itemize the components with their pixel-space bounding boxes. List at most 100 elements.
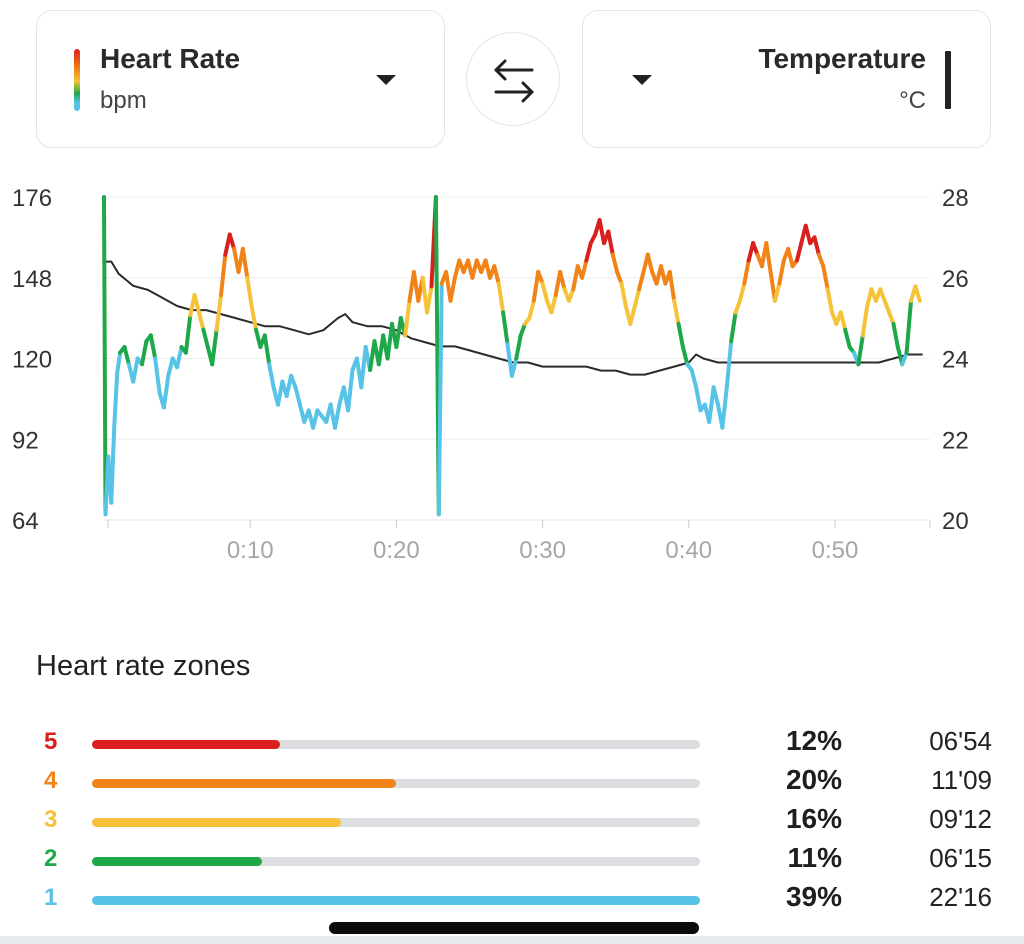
heart-rate-segment xyxy=(882,298,892,315)
heart-rate-segment xyxy=(597,218,606,246)
zone-row-5: 5 12% 06'54 xyxy=(0,725,1024,762)
zone-bar-track xyxy=(92,896,700,905)
heart-rate-segment xyxy=(501,310,510,347)
zone-bar-fill xyxy=(92,779,396,788)
chevron-down-icon[interactable] xyxy=(376,75,396,85)
heart-rate-segment xyxy=(311,408,320,430)
heart-rate-segment xyxy=(509,356,519,378)
swap-arrows-icon xyxy=(494,59,534,103)
swap-metrics-button[interactable] xyxy=(466,32,560,126)
heart-rate-segment xyxy=(112,370,120,430)
heart-rate-segment xyxy=(672,298,681,326)
heart-rate-segment xyxy=(540,281,549,303)
heart-rate-segment xyxy=(333,402,342,430)
heart-rate-segment xyxy=(558,270,567,292)
zone-percent: 39% xyxy=(785,881,842,912)
y-left-tick-label: 64 xyxy=(12,508,39,535)
bottom-bar xyxy=(0,936,1024,944)
home-indicator[interactable] xyxy=(329,922,699,934)
zone-duration: 09'12 xyxy=(929,804,992,834)
zone-row-4: 4 20% 11'09 xyxy=(0,764,1024,801)
heart-rate-segment xyxy=(566,287,576,303)
zone-bar-fill xyxy=(92,740,281,749)
heart-rate-segment xyxy=(293,385,302,407)
zone-percent: 11% xyxy=(787,842,843,873)
heart-rate-segment xyxy=(249,304,258,332)
heart-rate-segment xyxy=(536,270,545,286)
heart-rate-segment xyxy=(816,252,826,269)
heart-rate-temperature-chart[interactable]: 176 28 148 26 120 24 92 22 64 20 0:10 0:20 0:30 0:40 0… xyxy=(0,170,1024,570)
y-left-tick-label: 92 xyxy=(12,427,39,454)
heart-rate-segment xyxy=(606,229,615,257)
heart-rate-segment xyxy=(346,368,355,413)
x-tick-label: 0:50 xyxy=(812,537,859,564)
heart-rate-segment xyxy=(878,287,887,303)
zone-number: 1 xyxy=(44,884,58,911)
heart-rate-segment xyxy=(632,287,642,309)
zone-bar-fill xyxy=(92,896,700,905)
secondary-metric-unit: °C xyxy=(899,87,926,114)
y-right-tick-label: 28 xyxy=(942,185,969,212)
primary-metric-unit: bpm xyxy=(100,87,147,114)
heart-rate-segment xyxy=(514,333,523,361)
heart-rate-segment xyxy=(262,333,272,367)
secondary-metric-selector[interactable]: Temperature °C xyxy=(582,10,991,148)
heart-rate-segment xyxy=(245,275,254,309)
zone-duration: 11'09 xyxy=(931,765,992,795)
heart-rate-segment xyxy=(192,293,201,315)
heart-rate-segment xyxy=(197,310,206,332)
heart-rate-segment xyxy=(694,385,703,413)
heart-rate-segment xyxy=(153,356,162,396)
heart-rate-segment xyxy=(115,350,123,375)
heart-rate-segment xyxy=(102,195,108,517)
heart-rate-segment xyxy=(425,284,434,315)
heart-rate-segment xyxy=(637,270,646,292)
x-tick-label: 0:10 xyxy=(227,537,274,564)
y-left-tick-label: 176 xyxy=(12,185,52,212)
heart-rate-segment xyxy=(210,327,219,367)
zone-number: 4 xyxy=(44,767,58,794)
heart-rate-segment xyxy=(729,310,738,344)
zone-duration: 06'15 xyxy=(929,843,992,873)
heart-rate-segment xyxy=(518,321,527,338)
y-right-tick-label: 24 xyxy=(942,347,969,374)
heart-rate-segment xyxy=(610,252,620,274)
heart-rate-segment xyxy=(751,241,760,257)
y-right-tick-label: 20 xyxy=(942,508,969,535)
primary-metric-title: Heart Rate xyxy=(100,43,241,74)
x-tick-label: 0:20 xyxy=(373,537,420,564)
heart-rate-segment xyxy=(645,252,655,274)
heart-rate-segment xyxy=(795,241,804,263)
heart-rate-segment xyxy=(122,345,131,367)
heart-rate-segment xyxy=(838,310,848,332)
y-right-tick-label: 22 xyxy=(942,427,969,454)
heart-rate-segment xyxy=(812,235,821,257)
heart-rate-zone-color-strip xyxy=(74,49,80,111)
heart-rate-zones-title: Heart rate zones xyxy=(36,650,251,682)
heart-rate-segment xyxy=(615,270,624,286)
primary-metric-selector[interactable]: Heart Rate bpm xyxy=(36,10,445,148)
zone-bar-fill xyxy=(92,818,342,827)
zone-duration: 22'16 xyxy=(929,882,992,912)
chevron-down-icon[interactable] xyxy=(632,75,652,85)
zone-number: 3 xyxy=(44,806,58,833)
chart-axis-labels: 176 28 148 26 120 24 92 22 64 20 0:10 0:20 0:30 0:40 0… xyxy=(12,185,969,564)
heart-rate-segment xyxy=(737,281,747,303)
heart-rate-segment xyxy=(904,298,913,355)
zone-row-2: 2 11% 06'15 xyxy=(0,842,1024,879)
zone-percent: 20% xyxy=(785,764,842,795)
heart-rate-segment xyxy=(764,241,773,274)
heart-rate-segment xyxy=(803,223,813,246)
heart-rate-segment xyxy=(891,321,900,349)
heart-rate-segment xyxy=(148,333,158,361)
heart-rate-segment xyxy=(821,264,830,292)
heart-rate-segment xyxy=(403,298,412,338)
heart-rate-segment xyxy=(549,293,558,315)
heart-rate-segment xyxy=(900,350,909,367)
heart-rate-segment xyxy=(505,342,514,378)
secondary-metric-title: Temperature xyxy=(758,43,926,74)
heart-rate-segment xyxy=(227,232,237,251)
heart-rate-segment xyxy=(777,258,786,286)
heart-rate-segment xyxy=(689,368,699,390)
x-tick-label: 0:40 xyxy=(665,537,712,564)
